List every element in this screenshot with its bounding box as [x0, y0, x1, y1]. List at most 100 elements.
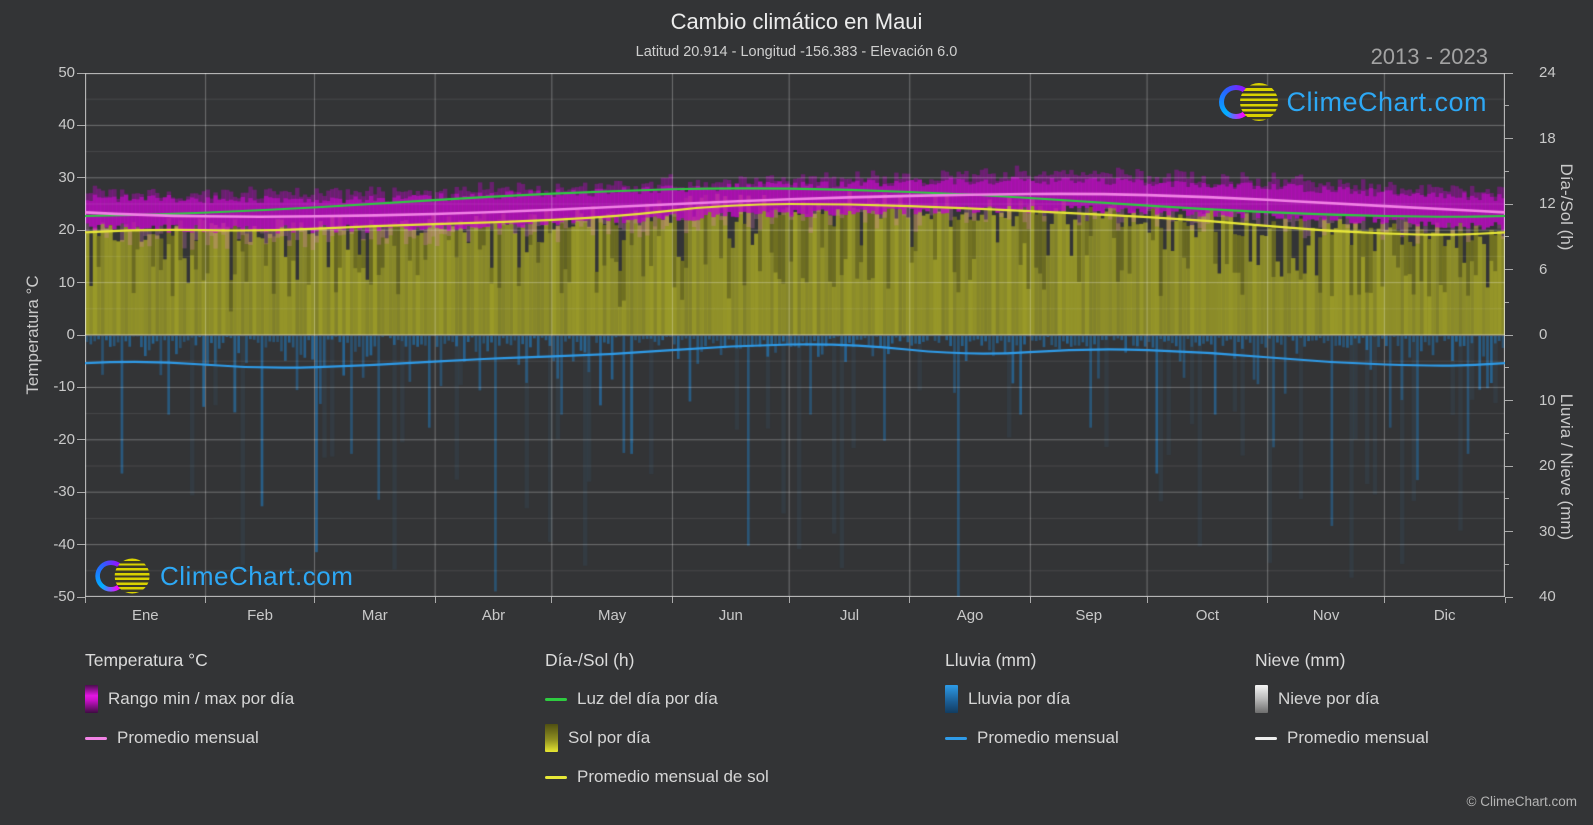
- swatch-snow-avg-line: [1255, 736, 1277, 740]
- legend-item: Promedio mensual: [85, 724, 294, 752]
- tick-mark-month: [205, 597, 207, 603]
- legend-item: Promedio mensual de sol: [545, 763, 769, 791]
- tick-mark-temp: [77, 544, 85, 546]
- plot-area: ClimeChart.com ClimeChart.com: [85, 73, 1505, 597]
- month-label: Feb: [247, 607, 273, 624]
- legend-group-daysun: Día-/Sol (h) Luz del día por día Sol por…: [545, 650, 769, 791]
- page-subtitle: Latitud 20.914 - Longitud -156.383 - Ele…: [635, 44, 958, 60]
- legend-group-snow: Nieve (mm) Nieve por día Promedio mensua…: [1255, 650, 1429, 752]
- tick-mark-daysun: [1505, 138, 1513, 139]
- legend-item-label: Nieve por día: [1278, 689, 1380, 708]
- tick-label-temp: 40: [58, 116, 75, 134]
- tick-mark-month: [1029, 597, 1031, 603]
- month-label: Abr: [481, 607, 506, 624]
- month-label: Oct: [1195, 607, 1220, 624]
- swatch-daylight-line: [545, 697, 567, 701]
- legend-group-title: Lluvia (mm): [945, 650, 1037, 670]
- tick-mark-temp: [77, 282, 85, 284]
- tick-mark-daysun: [1505, 72, 1513, 74]
- swatch-sun-daily: [545, 724, 558, 752]
- tick-mark-daysun-minor: [1505, 105, 1509, 107]
- tick-label-rainsnow: 30: [1539, 522, 1556, 540]
- swatch-snow-daily: [1255, 685, 1268, 713]
- swatch-temp-avg-line: [85, 736, 107, 740]
- tick-mark-temp: [77, 491, 85, 493]
- tick-label-daysun: 24: [1539, 64, 1556, 81]
- legend-group-rain: Lluvia (mm) Lluvia por día Promedio mens…: [945, 650, 1119, 752]
- tick-mark-rainsnow: [1505, 596, 1513, 598]
- legend-item: Sol por día: [545, 724, 769, 752]
- tick-mark-rainsnow-minor: [1505, 498, 1509, 500]
- tick-mark-month: [551, 597, 553, 603]
- month-label: Ago: [956, 607, 984, 624]
- tick-mark-temp: [77, 177, 85, 179]
- tick-mark-rainsnow-minor: [1505, 367, 1509, 369]
- swatch-sun-avg-line: [545, 775, 567, 779]
- legend-item-label: Rango min / max por día: [108, 689, 295, 708]
- legend-item: Promedio mensual: [945, 724, 1119, 752]
- climechart-logo-icon: [95, 558, 150, 594]
- tick-label-rainsnow: 20: [1539, 457, 1556, 474]
- tick-label-temp: 0: [66, 326, 75, 343]
- legend-item: Lluvia por día: [945, 685, 1119, 713]
- tick-mark-month: [1267, 597, 1269, 603]
- legend-group-title: Temperatura °C: [85, 650, 208, 670]
- month-label: Sep: [1075, 607, 1103, 624]
- month-label: Mar: [361, 607, 388, 624]
- tick-mark-daysun: [1505, 269, 1513, 270]
- tick-label-daysun: 18: [1539, 129, 1556, 147]
- tick-mark-daysun: [1505, 203, 1513, 205]
- legend-group-title: Día-/Sol (h): [545, 650, 635, 670]
- month-label: Jun: [718, 607, 743, 624]
- tick-label-daysun: 0: [1539, 326, 1548, 343]
- swatch-rain-avg-line: [945, 736, 967, 740]
- tick-label-temp: 20: [58, 221, 75, 239]
- tick-label-temp: -10: [53, 378, 75, 396]
- legend-item: Luz del día por día: [545, 685, 769, 713]
- tick-mark-rainsnow: [1505, 400, 1513, 401]
- legend-item-label: Sol por día: [568, 728, 651, 747]
- tick-mark-daysun-minor: [1505, 236, 1509, 238]
- tick-mark-temp: [77, 72, 85, 74]
- tick-mark-temp: [77, 229, 85, 231]
- legend-item-label: Luz del día por día: [577, 689, 718, 708]
- tick-label-temp: -30: [53, 483, 75, 501]
- logo-sun-icon: [114, 558, 150, 594]
- tick-mark-month: [909, 597, 911, 603]
- climechart-logo-icon: [1219, 83, 1279, 121]
- tick-mark-month: [434, 597, 436, 603]
- tick-mark-daysun-minor: [1505, 170, 1509, 172]
- legend-group-temperature: Temperatura °C Rango min / max por día P…: [85, 650, 294, 752]
- legend-item-label: Promedio mensual: [1287, 728, 1429, 747]
- legend-group-title: Nieve (mm): [1255, 650, 1346, 670]
- period-label: 2013 - 2023: [1370, 44, 1488, 69]
- legend-item-label: Promedio mensual de sol: [577, 767, 769, 786]
- legend-item-label: Lluvia por día: [968, 689, 1071, 708]
- tick-mark-rainsnow: [1505, 465, 1513, 467]
- tick-label-temp: -40: [53, 535, 75, 553]
- tick-label-temp: 10: [58, 273, 75, 291]
- tick-label-daysun: 12: [1539, 195, 1556, 212]
- tick-label-daysun: 6: [1539, 260, 1548, 278]
- logo-sun-icon: [1240, 83, 1279, 121]
- tick-mark-month: [84, 597, 86, 603]
- legend-item-label: Promedio mensual: [117, 728, 259, 747]
- month-label: Dic: [1433, 607, 1456, 624]
- tick-label-rainsnow: 10: [1539, 391, 1556, 409]
- tick-mark-temp: [77, 596, 85, 598]
- watermark-text: ClimeChart.com: [160, 560, 354, 591]
- legend: Temperatura °C Rango min / max por día P…: [0, 650, 1593, 810]
- legend-item: Promedio mensual: [1255, 724, 1429, 752]
- tick-mark-temp: [77, 334, 85, 336]
- tick-mark-month: [671, 597, 673, 603]
- tick-mark-rainsnow-minor: [1505, 432, 1509, 434]
- tick-label-temp: 30: [58, 168, 75, 186]
- month-label: Ene: [131, 607, 159, 624]
- footer-copyright: © ClimeChart.com: [1466, 794, 1577, 809]
- tick-mark-daysun-minor: [1505, 301, 1509, 303]
- page-title: Cambio climático en Maui: [670, 9, 923, 34]
- swatch-temp-range: [85, 685, 98, 713]
- legend-item-label: Promedio mensual: [977, 728, 1119, 747]
- swatch-rain-daily: [945, 685, 958, 713]
